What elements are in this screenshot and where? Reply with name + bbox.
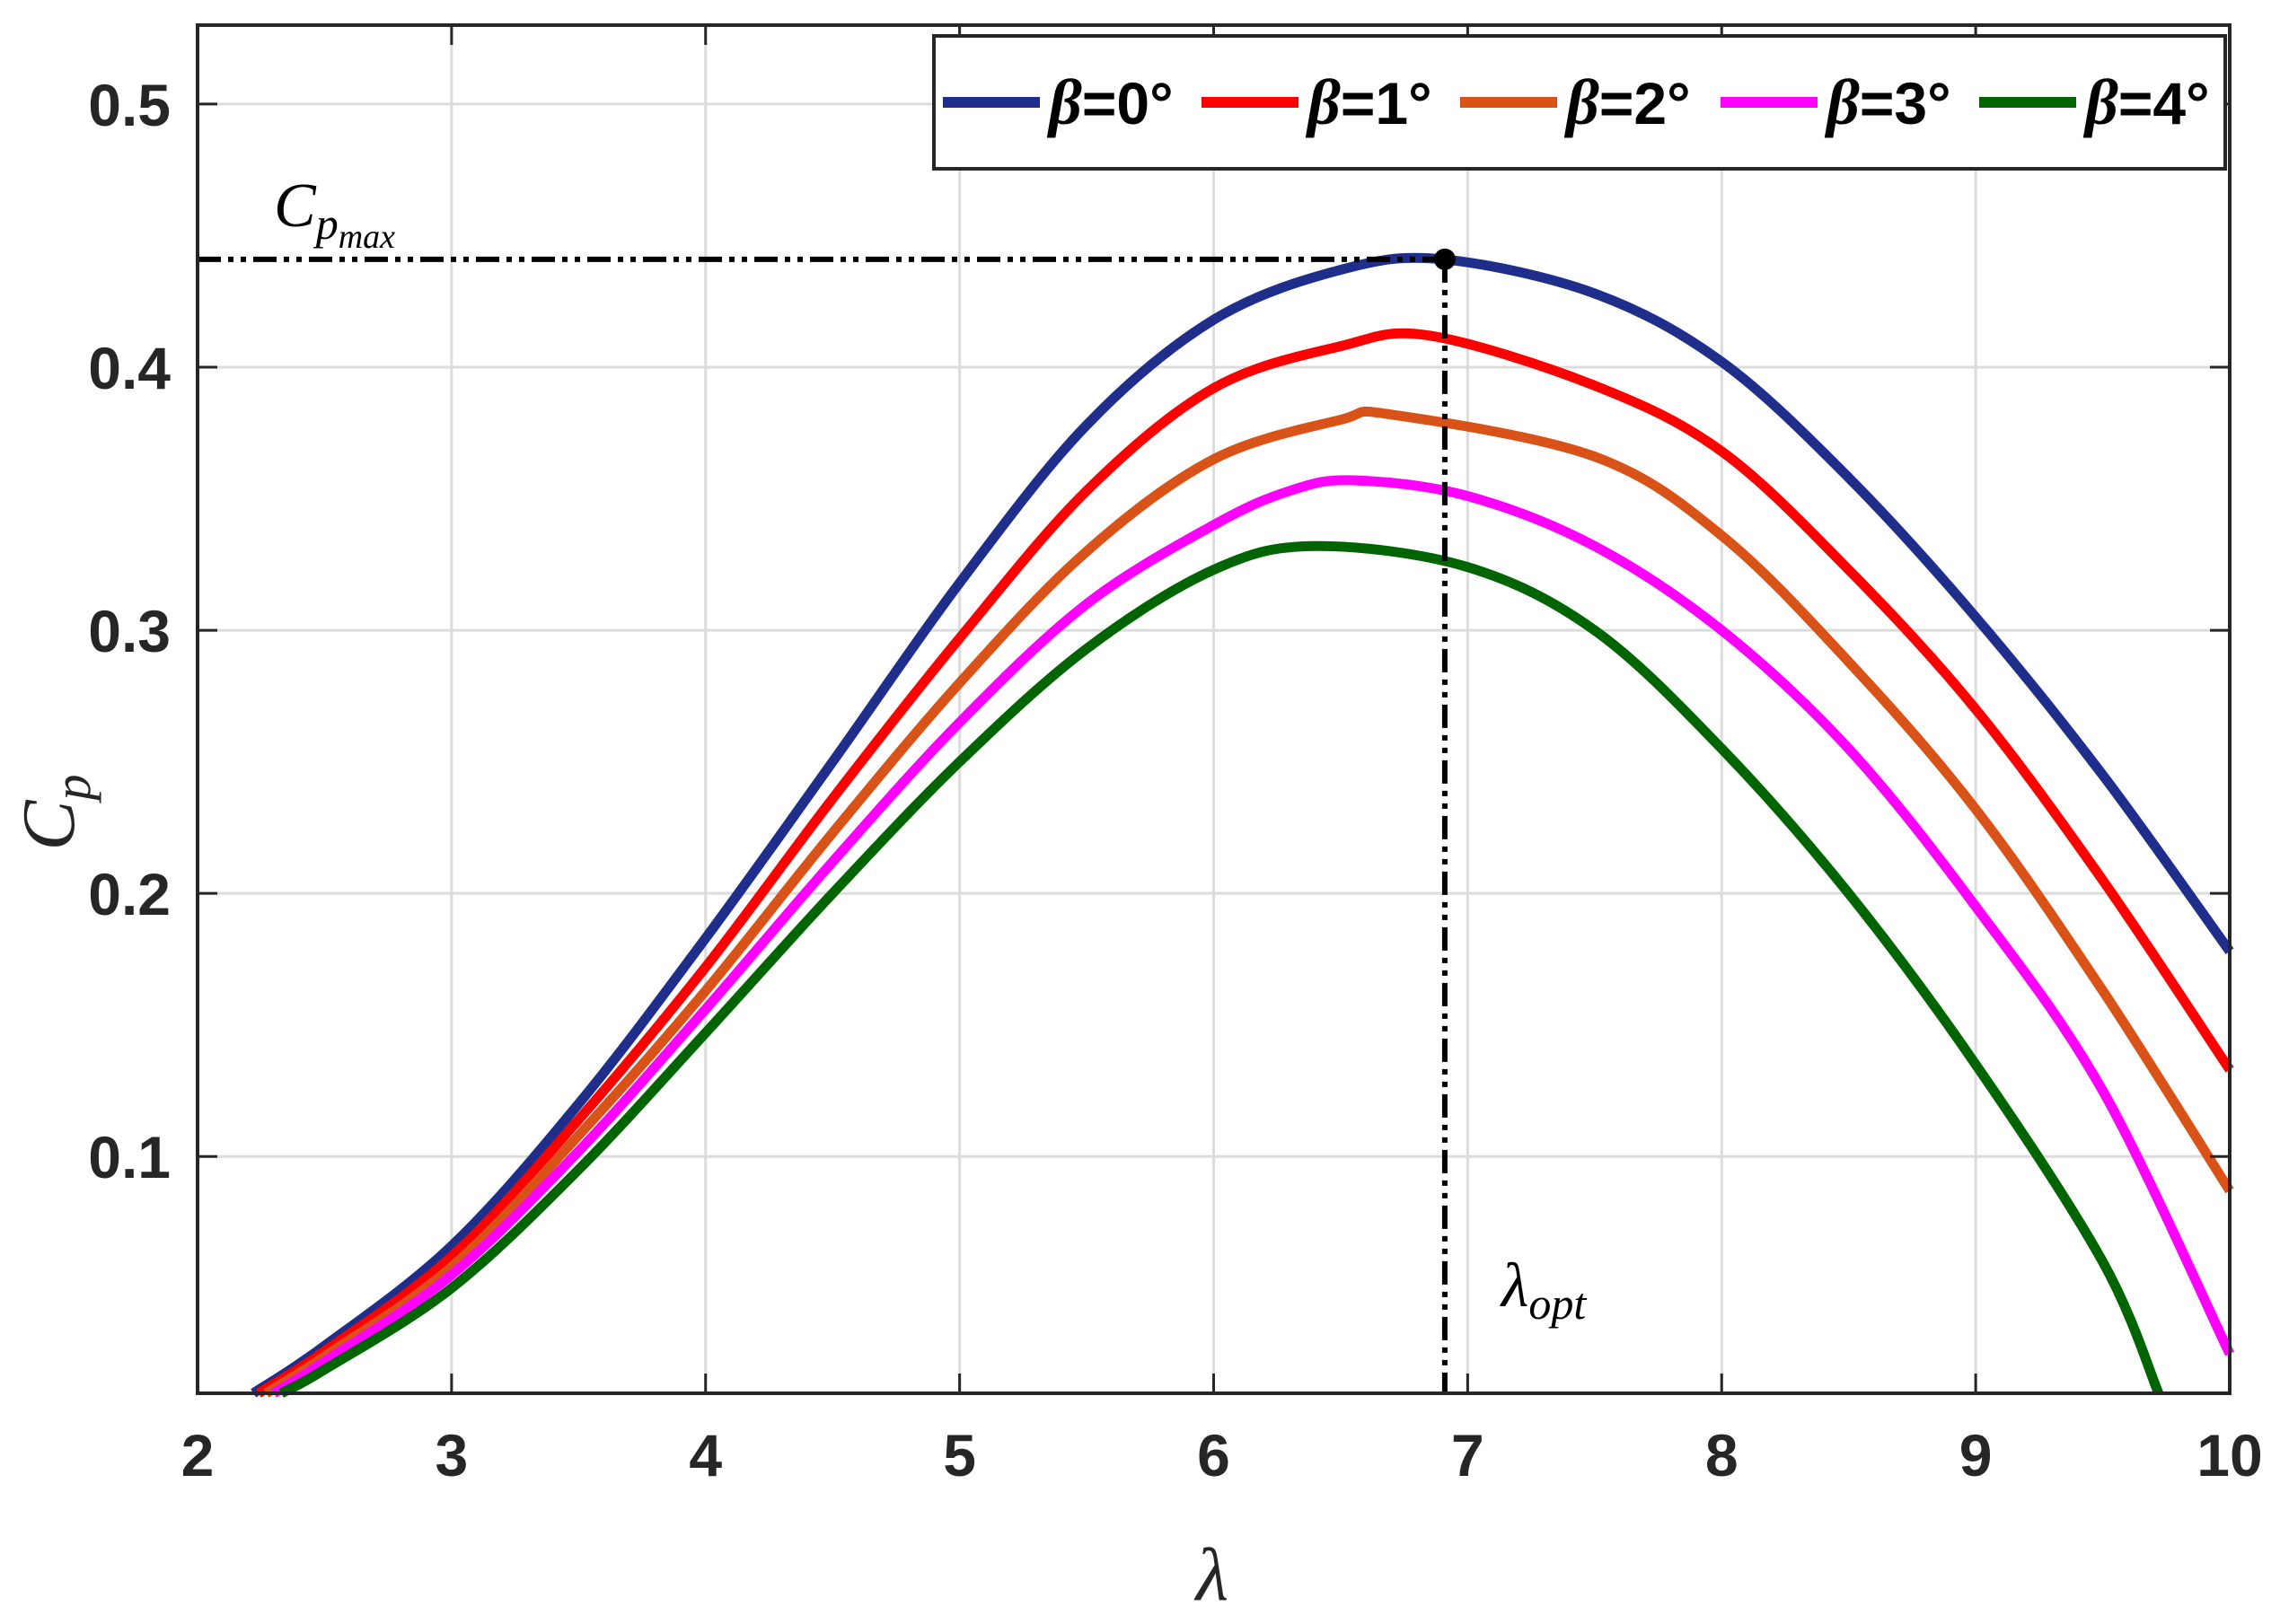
cpmax-label-main: C: [274, 171, 317, 241]
series-layer: [251, 252, 2234, 1398]
x-tick-label: 4: [689, 1422, 722, 1488]
x-axis-label: λ: [1193, 1533, 1228, 1617]
legend-entry-value: =0°: [1082, 70, 1174, 136]
legend-entry-1: β=1°: [1305, 66, 1432, 138]
legend-entry-3: β=3°: [1824, 66, 1951, 138]
x-tick-label: 2: [181, 1422, 215, 1488]
y-axis-label-main: C: [7, 800, 91, 851]
x-tick-label: 5: [943, 1422, 976, 1488]
optimum-marker: [1433, 248, 1456, 270]
legend: β=0° β=1° β=2° β=3° β=4°: [932, 34, 2227, 171]
series-line-beta-0: [251, 252, 2234, 1398]
series-line-beta-1: [255, 328, 2234, 1398]
lambda-opt-label: λopt: [1500, 1251, 1587, 1329]
y-tick-label: 0.5: [88, 72, 171, 138]
y-tick-label: 0.4: [88, 335, 171, 401]
legend-entry-value: =4°: [2118, 70, 2210, 136]
cpmax-label-sub: p: [313, 198, 339, 249]
x-tick-label: 7: [1451, 1422, 1484, 1488]
cpmax-label-subsub: max: [339, 218, 395, 256]
annotation-layer: Cpmax λopt: [198, 171, 1587, 1393]
legend-entry-0: β=0°: [1046, 66, 1174, 138]
y-axis-label-sub: p: [43, 774, 101, 803]
axes: 2 3 4 5 6 7 8 9 10 0.1 0.2 0.3 0.4 0.5: [88, 23, 2263, 1488]
legend-entry-4: β=4°: [2082, 66, 2210, 138]
series-line-beta-3: [270, 475, 2234, 1398]
lambda-opt-label-main: λ: [1500, 1251, 1528, 1321]
lambda-opt-label-sub: opt: [1528, 1278, 1587, 1329]
legend-entry-symbol: β: [1305, 66, 1341, 138]
legend-entry-symbol: β: [2082, 66, 2118, 138]
series-line-beta-2: [263, 406, 2234, 1398]
legend-entry-symbol: β: [1824, 66, 1860, 138]
cpmax-label: Cpmax: [274, 171, 395, 256]
series-line-beta-4: [278, 540, 2163, 1398]
x-tick-label: 10: [2196, 1422, 2262, 1488]
x-tick-label: 9: [1959, 1422, 1993, 1488]
legend-entry-value: =3°: [1860, 70, 1951, 136]
legend-entry-2: β=2°: [1563, 66, 1691, 138]
y-tick-label: 0.2: [88, 861, 171, 927]
x-tick-label: 8: [1705, 1422, 1739, 1488]
y-tick-label: 0.1: [88, 1124, 171, 1190]
legend-entry-value: =1°: [1341, 70, 1432, 136]
y-tick-label: 0.3: [88, 598, 171, 664]
x-tick-label: 3: [436, 1422, 469, 1488]
legend-entry-symbol: β: [1563, 66, 1599, 138]
legend-entry-value: =2°: [1599, 70, 1691, 136]
y-axis-label: Cp: [7, 774, 101, 850]
legend-entry-symbol: β: [1046, 66, 1082, 138]
x-tick-label: 6: [1197, 1422, 1230, 1488]
plot-frame: [196, 23, 2232, 1395]
